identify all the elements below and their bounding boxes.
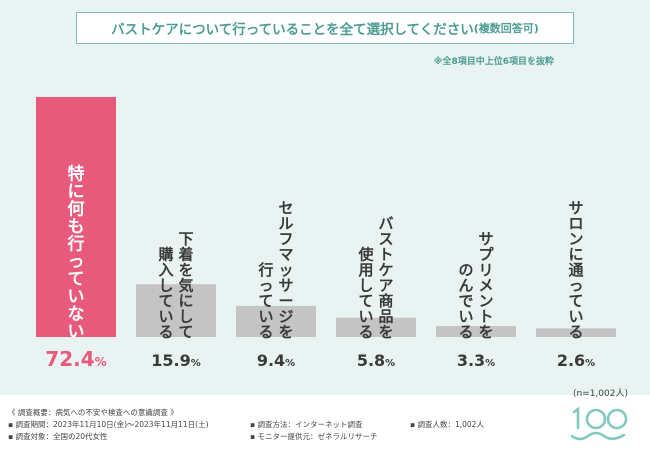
category-label-1-1-2: し: [158, 277, 173, 295]
category-label-3-1-3: て: [358, 292, 373, 310]
category-label-1-0-4: に: [178, 292, 193, 310]
category-label-1-1-0: 購: [157, 246, 173, 264]
category-label-4-0-6: を: [478, 323, 493, 341]
category-label-2-0-2: フ: [278, 230, 293, 248]
category-label-0-0-0: 特: [68, 164, 85, 185]
category-label-1-0-6: て: [178, 323, 193, 341]
category-label-1-0-2: を: [178, 261, 193, 279]
category-label-0-0-8: な: [68, 305, 85, 325]
category-label-3-1-4: い: [358, 308, 373, 326]
category-label-1-0-3: 気: [178, 277, 193, 295]
category-label-1-0-5: し: [178, 308, 193, 326]
category-label-5-0-8: る: [568, 323, 583, 341]
bar-3: [336, 317, 416, 337]
bar-5: [536, 328, 616, 337]
category-label-1-0-1: 着: [177, 246, 193, 264]
category-label-2-0-3: マ: [278, 246, 293, 264]
category-label-2-0-7: ジ: [278, 308, 293, 326]
bar-2: [236, 305, 316, 337]
category-label-4-0-2: リ: [478, 261, 493, 279]
category-label-5-0-7: い: [568, 308, 583, 326]
category-label-0-0-5: っ: [68, 252, 85, 272]
bar-1: [136, 284, 216, 337]
category-label-0-0-9: い: [68, 322, 85, 342]
category-label-2-0-4: ッ: [278, 261, 293, 279]
value-label-5: 2.6%: [557, 351, 595, 370]
category-label-2-0-6: ー: [278, 292, 293, 310]
category-label-2-1-0: 行: [257, 261, 273, 279]
category-label-4-1-0: の: [458, 261, 473, 279]
value-label-0: 72.4%: [45, 347, 106, 371]
category-label-5-0-1: ロ: [568, 215, 583, 233]
footer-method: ▪ 調査方法：インターネット調査: [250, 420, 363, 429]
category-label-5-0-3: に: [568, 246, 583, 264]
category-label-4-0-4: ン: [478, 292, 493, 310]
category-label-2-1-4: る: [258, 323, 273, 341]
category-label-3-0-1: ス: [378, 230, 393, 248]
value-label-4: 3.3%: [457, 351, 495, 370]
value-label-2: 9.4%: [257, 351, 295, 370]
category-label-1-1-1: 入: [158, 261, 173, 279]
category-label-4-1-4: る: [458, 323, 473, 341]
category-label-2-0-1: ル: [278, 215, 293, 233]
category-label-2-1-3: い: [258, 308, 273, 326]
category-label-0-0-6: て: [68, 270, 85, 290]
sample-size-note: (n=1,002人): [572, 389, 628, 399]
category-label-3-1-0: 使: [357, 246, 374, 264]
category-label-1-1-3: て: [158, 292, 173, 310]
category-label-4-0-3: メ: [478, 277, 493, 295]
category-label-2-0-5: サ: [278, 277, 293, 295]
category-label-4-0-1: プ: [478, 246, 494, 264]
category-label-3-0-0: バ: [378, 215, 393, 233]
category-label-5-0-6: て: [568, 292, 583, 310]
footer-period: ▪ 調査期間：2023年11月10日(金)〜2023年11月11日(土): [8, 420, 209, 429]
category-label-4-0-5: ト: [478, 308, 493, 326]
category-label-0-0-7: い: [68, 287, 85, 307]
chart-title: バストケアについて行っていることを全て選択してください (複数回答可): [76, 12, 574, 44]
footer-provider: ▪ モニター提供元：ゼネラルリサーチ: [250, 432, 378, 441]
bar-chart: 特に何も行っていない72.4%下着を気にして購入している15.9%セルフマッサー…: [36, 97, 616, 371]
chart-note: ※全8項目中上位6項目を抜粋: [433, 57, 554, 67]
category-label-3-0-6: 品: [378, 308, 393, 326]
value-label-1: 15.9%: [151, 351, 201, 370]
100-logo-icon: [570, 406, 628, 441]
category-label-3-1-1: 用: [358, 261, 373, 279]
category-label-0-0-1: に: [68, 182, 85, 202]
category-label-5-0-2: ン: [568, 230, 583, 248]
survey-footer: 《 調査概要：病気への不安や検査への意識調査 》 ▪ 調査期間：2023年11月…: [0, 400, 650, 450]
chart-title-paren: (複数回答可): [473, 22, 539, 35]
category-label-3-1-5: る: [358, 323, 373, 341]
category-label-5-0-4: 通: [568, 261, 583, 279]
category-label-4-1-1: ん: [458, 277, 473, 295]
category-label-2-1-2: て: [258, 292, 273, 310]
category-label-1-0-0: 下: [178, 230, 193, 248]
category-label-3-0-2: ト: [378, 246, 393, 264]
category-label-4-1-2: で: [458, 292, 473, 310]
bar-4: [436, 326, 516, 337]
category-label-3-0-4: ア: [378, 277, 393, 295]
category-label-2-0-0: セ: [278, 199, 293, 217]
category-label-3-0-3: ケ: [378, 261, 393, 279]
category-label-5-0-0: サ: [568, 199, 583, 217]
chart-title-main: バストケアについて行っていることを全て選択してください: [111, 22, 474, 38]
category-label-4-0-0: サ: [478, 230, 493, 248]
footer-target: ▪ 調査対象：全国の20代女性: [8, 432, 108, 441]
category-label-0-0-3: も: [68, 217, 85, 237]
category-label-2-0-8: を: [278, 323, 293, 341]
value-label-3: 5.8%: [357, 351, 395, 370]
category-label-5-0-5: っ: [568, 277, 583, 295]
bar-0: [36, 97, 116, 337]
category-label-0-0-4: 行: [67, 234, 85, 255]
category-label-1-1-5: る: [158, 323, 173, 341]
footer-overview: 《 調査概要：病気への不安や検査への意識調査 》: [8, 408, 178, 417]
category-label-2-1-1: っ: [258, 277, 273, 295]
footer-count: ▪ 調査人数：1,002人: [410, 420, 484, 429]
category-label-0-0-2: 何: [68, 199, 85, 220]
category-label-1-1-4: い: [158, 308, 173, 326]
category-label-3-0-7: を: [378, 323, 393, 341]
category-label-3-0-5: 商: [378, 292, 393, 310]
category-label-3-1-2: し: [358, 277, 373, 295]
category-label-4-1-3: い: [458, 308, 473, 326]
